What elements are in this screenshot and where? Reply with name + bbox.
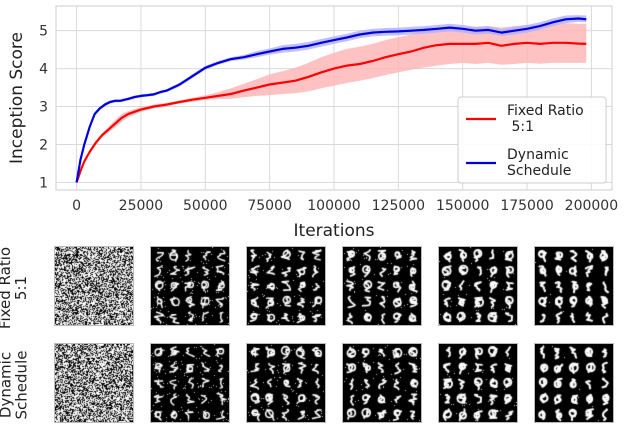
sample-row-label: Fixed Ratio 5:1 — [0, 243, 38, 333]
y-tick-labels: 1 2 3 4 5 — [39, 24, 48, 192]
y-tick-label: 5 — [39, 24, 48, 40]
sample-image-tile — [534, 246, 614, 326]
sample-image-tile — [246, 246, 326, 326]
inception-score-chart: 0 25000 50000 75000 100000 125000 150000 175000… — [7, 5, 618, 241]
sample-image-tile — [438, 343, 518, 423]
y-axis-label: Inception Score — [7, 32, 27, 164]
x-tick-label: 75000 — [247, 198, 292, 214]
sample-row-label-text: Fixed Ratio 5:1 — [0, 246, 30, 330]
confidence-bands — [76, 15, 587, 183]
y-tick-label: 1 — [39, 175, 48, 191]
x-tick-labels: 0 25000 50000 75000 100000 125000 150000 175000… — [72, 198, 618, 214]
x-tick-label: 200000 — [565, 198, 618, 214]
digit-grid-image — [55, 247, 133, 325]
sample-image-tile — [246, 343, 326, 423]
digit-grid-image — [535, 344, 613, 422]
digit-grid-image — [535, 247, 613, 325]
sample-image-tile — [150, 343, 230, 423]
sample-image-tile — [342, 246, 422, 326]
y-tick-label: 3 — [39, 100, 48, 116]
x-tick-label: 0 — [72, 198, 81, 214]
x-tick-label: 125000 — [372, 198, 425, 214]
series-line-1 — [75, 17, 587, 183]
digit-grid-image — [55, 344, 133, 422]
digit-grid-image — [343, 247, 421, 325]
sample-image-tile — [438, 246, 518, 326]
x-tick-label: 100000 — [307, 198, 360, 214]
sample-row-label: Dynamic Schedule — [0, 340, 38, 430]
x-tick-label: 150000 — [436, 198, 489, 214]
digit-grid-image — [151, 344, 229, 422]
series-line-0 — [75, 41, 587, 183]
sample-image-tile — [534, 343, 614, 423]
sample-image-tile — [54, 246, 134, 326]
sample-image-tile — [150, 246, 230, 326]
x-tick-label: 50000 — [183, 198, 228, 214]
x-tick-label: 175000 — [500, 198, 553, 214]
digit-grid-image — [343, 344, 421, 422]
sample-image-tile — [342, 343, 422, 423]
sample-image-tile — [54, 343, 134, 423]
digit-grid-image — [439, 247, 517, 325]
legend: Fixed Ratio 5:1 Dynamic Schedule — [457, 96, 607, 184]
y-tick-label: 2 — [39, 137, 48, 153]
digit-grid-image — [247, 247, 325, 325]
y-tick-label: 4 — [39, 62, 48, 78]
series-lines — [75, 17, 587, 183]
digit-grid-image — [151, 247, 229, 325]
x-axis-label: Iterations — [294, 221, 375, 241]
digit-grid-image — [439, 344, 517, 422]
legend-label: Fixed Ratio 5:1 — [507, 103, 584, 135]
x-tick-label: 25000 — [119, 198, 164, 214]
sample-row-label-text: Dynamic Schedule — [0, 350, 30, 420]
digit-grid-image — [247, 344, 325, 422]
legend-label: Dynamic Schedule — [507, 147, 571, 179]
confidence-band-0 — [76, 23, 587, 183]
